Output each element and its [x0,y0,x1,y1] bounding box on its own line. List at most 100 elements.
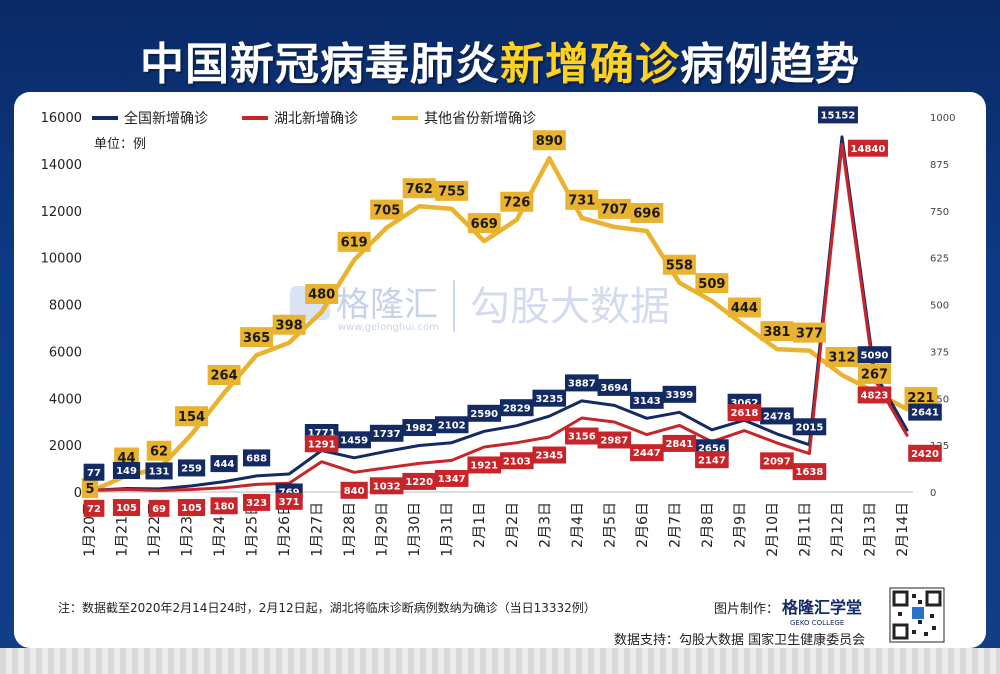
x-tick-label: 2月13日 [862,502,878,557]
data-label: 131 [149,467,170,478]
data-label-box [760,452,794,470]
data-label: 2147 [698,455,726,466]
y-right-tick-label: 750 [930,207,949,218]
data-label: 444 [214,459,235,470]
data-label: 2841 [665,439,693,450]
data-label-box [402,419,436,437]
data-label: 707 [601,203,628,218]
data-label: 4823 [861,391,889,402]
data-label-box [630,203,664,223]
data-label-box [792,463,827,481]
data-label-box [177,499,206,517]
data-label-box [847,139,888,157]
data-label-box [435,180,469,201]
x-tick-label: 1月27日 [310,502,326,557]
data-label: 323 [246,498,267,509]
data-label: 619 [341,236,368,251]
x-tick-label: 2月6日 [635,502,651,548]
data-label: 105 [181,503,202,514]
data-label: 398 [276,318,303,333]
data-label: 3887 [568,378,596,389]
data-label-box [825,347,859,367]
data-label: 688 [246,453,267,464]
data-label: 2345 [535,451,563,462]
x-tick-label: 1月24日 [212,502,228,557]
series-line-0 [92,135,909,492]
data-label: 2015 [796,422,824,433]
data-label-box [662,385,697,403]
data-label-box [597,431,632,449]
data-label-box [532,130,566,151]
data-label-box [402,178,436,199]
data-label: 840 [344,486,365,497]
chart-card: 0 2000 4000 6000 8000 10000 12000 14000 16000 0 12… [14,92,986,648]
legend-label-1: 湖北新增确诊 [274,111,358,127]
data-label: 2103 [503,456,531,467]
y-right-tick-label: 0 [930,488,936,499]
data-label-box [597,198,631,219]
data-label: 1982 [405,423,433,434]
data-label: 105 [116,503,137,514]
data-label: 669 [471,217,498,232]
y-left-tick-label: 4000 [49,392,82,407]
data-label-box [112,462,141,480]
data-label: 1771 [308,428,336,439]
data-label: 444 [731,301,758,316]
data-label: 509 [698,277,725,292]
bottom-strip [0,648,1000,674]
data-label-box [146,440,172,461]
data-label: 365 [243,331,270,346]
data-label-box [175,406,209,427]
data-label-box [210,455,238,473]
data-label-box [499,399,534,417]
data-label-box [145,462,173,480]
data-label: 3694 [600,383,628,394]
data-label-box [817,106,858,124]
data-label: 2641 [911,408,939,419]
data-label: 2478 [763,412,791,423]
data-label: 480 [308,288,335,303]
data-label: 62 [150,444,168,459]
data-label: 1737 [373,429,401,440]
data-label-box [792,418,827,436]
watermark-logo-text: 格隆汇 [336,285,438,325]
data-label-box [565,374,599,392]
data-label: 15152 [821,110,856,121]
data-label: 154 [178,410,205,425]
y-left-tick-label: 8000 [49,299,82,314]
x-tick-label: 1月31日 [440,502,456,557]
data-label-box [597,378,632,396]
chart-note: 注：数据截至2020年2月14日24时，2月12日起，湖北将临床诊断病例数纳为确… [58,600,596,615]
legend-label-2: 其他省份新增确诊 [424,111,536,127]
data-label-box [467,456,502,474]
data-label-box [695,273,729,294]
data-label-box [337,231,371,252]
x-tick-label: 2月7日 [667,502,683,548]
data-label-box [337,431,371,449]
data-label-box [369,477,404,495]
credit-brand-sub: GEKO COLLEGE [790,619,844,627]
y-left-tick-label: 6000 [49,345,82,360]
data-label-box [434,416,469,434]
data-label-box [402,472,436,490]
watermark-url: www.gelonghui.com [338,322,439,333]
data-label-box [727,404,762,422]
x-tick-label: 2月10日 [765,502,781,557]
data-label-box [858,363,891,384]
data-label-box [467,213,501,234]
data-label: 3399 [665,390,693,401]
y-right-tick-label: 875 [930,160,949,171]
x-tick-label: 1月28日 [342,502,358,557]
data-label: 312 [828,351,855,366]
data-label-box [83,499,105,517]
x-tick-label: 1月30日 [407,502,423,557]
data-label: 2656 [698,443,726,454]
y-left-tick-label: 12000 [41,205,82,220]
y-left-tick-label: 10000 [41,252,82,267]
data-label-box [83,463,105,481]
data-label: 696 [633,207,660,222]
y-right-tick-label: 625 [930,254,949,265]
data-label: 2618 [730,408,758,419]
x-tick-label: 1月25日 [245,502,261,557]
data-label-box [499,452,534,470]
